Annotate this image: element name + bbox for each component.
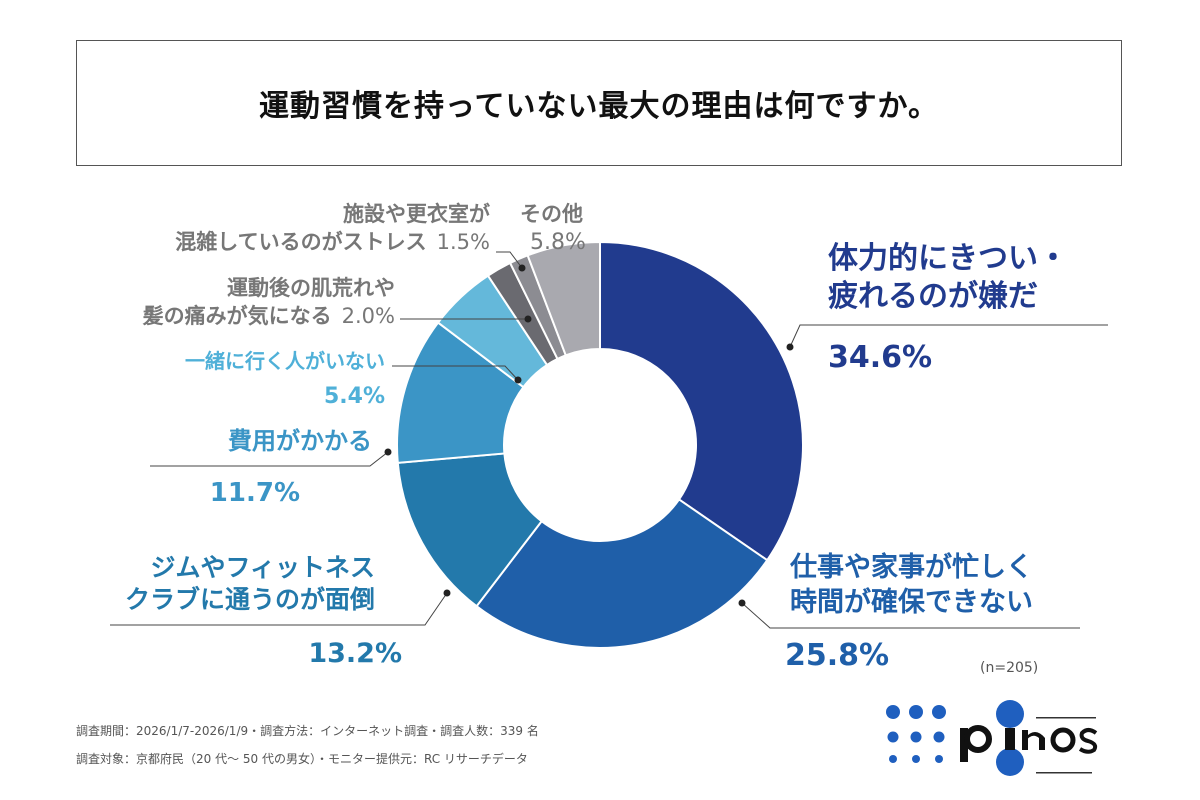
slice-label-text: 施設や更衣室が [343,202,490,226]
slice-value: 25.8% [785,638,890,673]
footer-line-1: 調査期間：2026/1/7-2026/1/9・調査方法：インターネット調査・調査… [76,724,539,738]
donut-slice [526,240,601,357]
slice-label-text: 一緒に行く人がいない [185,349,385,373]
slice-label-text: その他 [520,202,583,226]
donut-slice [599,240,804,562]
leader-line [392,365,519,381]
slice-label-text: 費用がかかる [228,427,372,455]
leader-dot [443,589,451,597]
leader-dot [518,264,526,272]
slice-value: 11.7% [209,478,300,508]
slice-value: 13.2% [308,638,402,669]
slice-label-text: クラブに通うのが面倒 [124,585,375,614]
slice-label-text: 仕事や家事が忙しく [790,552,1033,583]
slice-label: 体力的にきつい・ 疲れるのが嫌だ [828,240,1068,316]
slice-label: 運動後の肌荒れや髪の痛みが気になる 2.0% [143,274,395,330]
slice-label-line: 疲れるのが嫌だ [828,278,1068,316]
slice-label: 一緒に行く人がいない [185,348,385,374]
slice-label-line: 費用がかかる [228,426,372,456]
slice-label: 施設や更衣室が混雑しているのがストレス 1.5% [175,200,490,256]
slice-label-line: 体力的にきつい・ [828,240,1068,278]
leader-dot [514,376,522,384]
slice-label-line: 髪の痛みが気になる 2.0% [143,302,395,330]
leader-line [741,602,1080,629]
leader-line [110,592,448,626]
slice-value: 2.0% [341,304,395,328]
leader-dot [786,343,794,351]
slice-label-line: 施設や更衣室が [175,200,490,228]
title-box: 運動習慣を持っていない最大の理由は何ですか。 [76,40,1122,166]
slice-label-text: 髪の痛みが気になる [142,304,332,328]
slice-label-text: 運動後の肌荒れや [227,276,395,300]
slice-label-line: ジムやフィットネス [125,552,375,584]
leader-line [789,324,1108,348]
slice-label-text: 疲れるのが嫌だ [828,279,1038,314]
slice-label: ジムやフィットネスクラブに通うのが面倒 [125,552,375,616]
slice-label-line: 仕事や家事が忙しく [790,550,1033,585]
slice-label-text: 混雑しているのがストレス [175,230,427,254]
slice-label-text: 体力的にきつい・ [828,241,1068,276]
donut-slice [475,498,769,649]
slice-label-text: ジムやフィットネス [150,553,375,582]
footer-line-2: 調査対象：京都府民（20 代～ 50 代の男女）・モニター提供元：RC リサーチ… [76,752,528,766]
leader-line [496,251,523,269]
leader-dot [384,448,392,456]
leader-line [150,451,389,467]
slice-label-line: 運動後の肌荒れや [143,274,395,302]
leader-dot [738,599,746,607]
slice-label: 費用がかかる [228,426,372,456]
slice-label-text: 時間が確保できない [790,587,1033,618]
slice-label-line: その他 [520,200,583,228]
sample-size: (n=205) [980,660,1039,676]
slice-label-line: 一緒に行く人がいない [185,348,385,374]
donut-slice [396,452,544,608]
leader-dot [524,315,532,323]
slice-value: 5.8% [530,230,586,255]
chart-title: 運動習慣を持っていない最大の理由は何ですか。 [259,89,939,124]
slice-value: 34.6% [828,340,933,375]
slice-value: 5.4% [323,384,385,409]
slice-label: 仕事や家事が忙しく 時間が確保できない [790,550,1033,620]
slice-value: 1.5% [436,230,490,254]
slice-label-line: 時間が確保できない [790,585,1033,620]
slice-label-line: 混雑しているのがストレス 1.5% [175,228,490,256]
slice-label: その他 [520,200,583,228]
slice-label-line: クラブに通うのが面倒 [125,584,375,616]
